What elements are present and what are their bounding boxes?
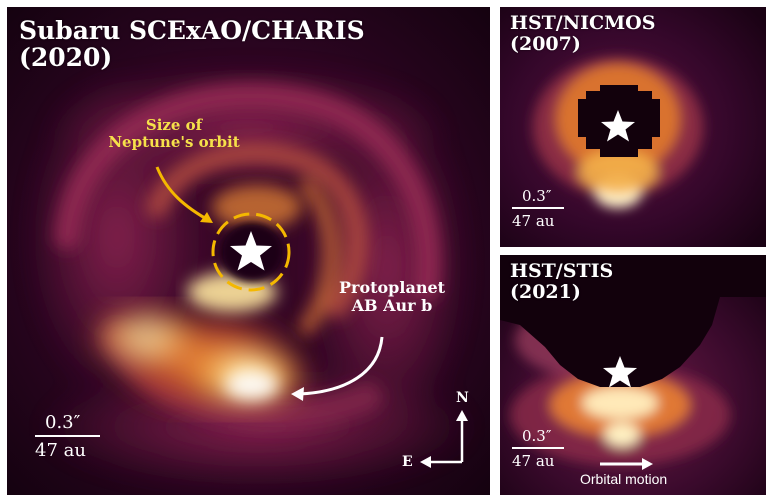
- orbital-motion-arrow-icon: [600, 458, 653, 470]
- curved-arrow-icon: [298, 336, 384, 396]
- nicmos-scale-line: [512, 207, 564, 209]
- nicmos-title-line1: HST/NICMOS: [510, 12, 656, 34]
- nicmos-scale-distance: 47 au: [512, 212, 555, 230]
- protoplanet-label-line1: Protoplanet: [338, 278, 446, 297]
- neptune-orbit-ring: [211, 212, 291, 292]
- nicmos-title: HST/NICMOS (2007): [510, 13, 655, 54]
- charis-scale-line: [35, 435, 100, 437]
- stis-occulter: [500, 255, 766, 387]
- protoplanet-label: Protoplanet AB Aur b: [317, 279, 467, 315]
- charis-scale-distance: 47 au: [35, 440, 86, 461]
- star-icon: [603, 356, 637, 388]
- neptune-orbit-label: Size of Neptune's orbit: [89, 117, 259, 151]
- compass-east-label: E: [402, 454, 413, 470]
- nicmos-title-line2: (2007): [510, 32, 581, 55]
- nicmos-panel: HST/NICMOS (2007) 0.3″ 47 au: [500, 7, 766, 247]
- protoplanet-label-line2: AB Aur b: [351, 295, 433, 315]
- star-icon: [601, 110, 635, 142]
- orbital-motion-label: Orbital motion: [580, 471, 668, 487]
- nicmos-scale-bar: 0.3″ 47 au: [512, 187, 564, 230]
- stis-title-line1: HST/STIS: [510, 260, 614, 282]
- stis-scale-distance: 47 au: [512, 452, 555, 470]
- compass-arrows-icon: [420, 410, 468, 468]
- stis-scale-angle: 0.3″: [522, 427, 552, 445]
- charis-title: Subaru SCExAO/CHARIS (2020): [19, 17, 365, 71]
- main-panel-charis: Subaru SCExAO/CHARIS (2020) Size of Nept…: [7, 7, 490, 495]
- charis-scale-angle: 0.3″: [45, 412, 81, 433]
- charis-scale-bar: 0.3″ 47 au: [35, 412, 100, 461]
- neptune-pointer-arrow-icon: [155, 166, 211, 223]
- charis-title-line1: Subaru SCExAO/CHARIS: [19, 16, 365, 45]
- stis-disk-image: [500, 255, 766, 495]
- neptune-label-line1: Size of: [145, 116, 203, 134]
- nicmos-disk-image: [500, 7, 766, 247]
- charis-disk-image: [7, 7, 490, 495]
- charis-title-line2: (2020): [19, 43, 113, 72]
- stis-scale-line: [512, 447, 564, 449]
- compass-north-label: N: [456, 390, 469, 406]
- stis-title-line2: (2021): [510, 280, 581, 303]
- stis-panel: HST/STIS (2021) 0.3″ 47 au Orbital motio…: [500, 255, 766, 495]
- stis-scale-bar: 0.3″ 47 au: [512, 427, 564, 470]
- neptune-label-line2: Neptune's orbit: [108, 132, 240, 151]
- star-icon: [230, 231, 272, 271]
- nicmos-scale-angle: 0.3″: [522, 187, 552, 205]
- stis-title: HST/STIS (2021): [510, 261, 613, 302]
